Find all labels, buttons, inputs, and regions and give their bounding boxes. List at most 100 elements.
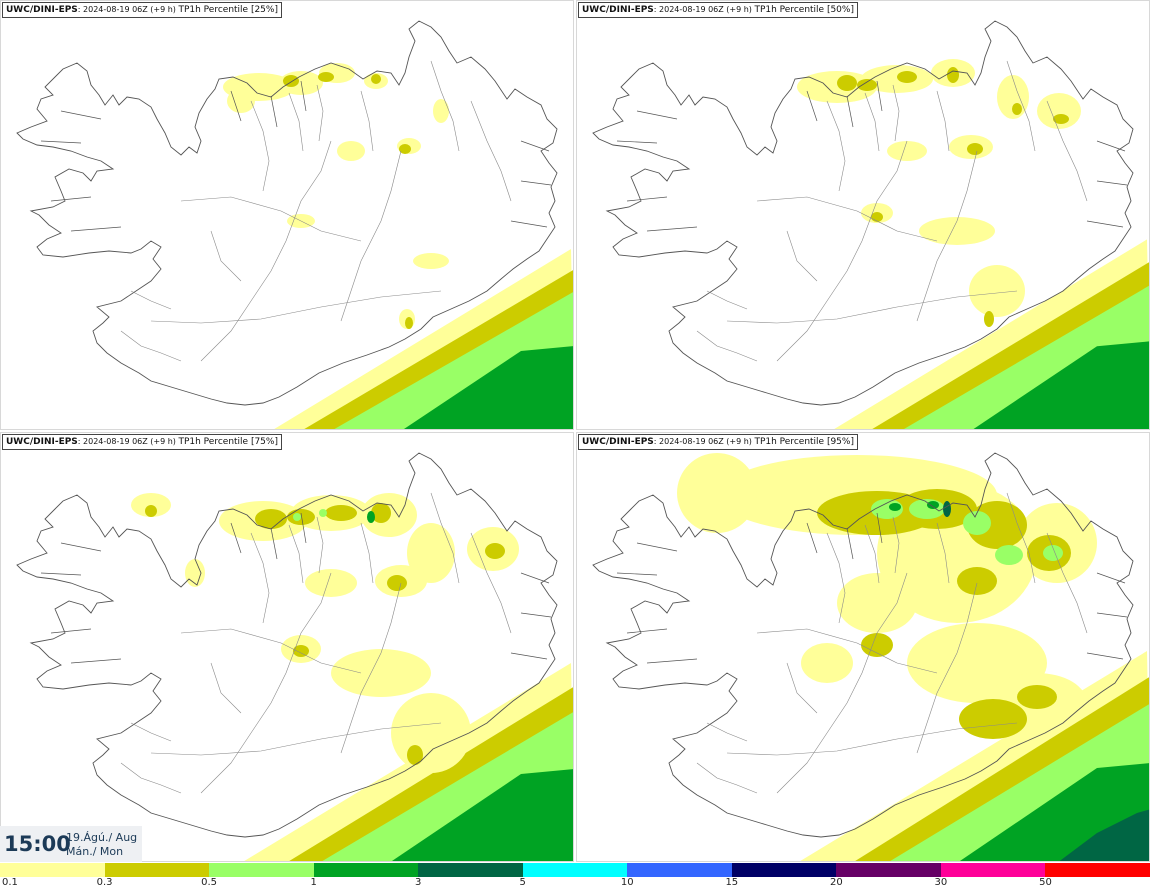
legend-swatch bbox=[836, 863, 942, 877]
legend-tick-label: 0.5 bbox=[201, 877, 218, 888]
precip-blob bbox=[861, 65, 933, 93]
road-line bbox=[470, 100, 512, 202]
map-panel-p50: UWC/DINI-EPS: 2024-08-19 06Z (+9 h) TP1h… bbox=[576, 0, 1150, 430]
legend-tick-label: 20 bbox=[829, 877, 843, 888]
fjord-line bbox=[1096, 612, 1128, 618]
road-line bbox=[360, 90, 374, 152]
road-line bbox=[200, 572, 332, 794]
offshore-precip-band bbox=[391, 769, 573, 861]
fjord-line bbox=[1096, 140, 1126, 152]
fjord-line bbox=[60, 542, 102, 552]
precip-blob bbox=[919, 217, 995, 245]
legend-tick-label: 3 bbox=[414, 877, 422, 888]
precip-map-p25 bbox=[16, 20, 573, 429]
road-line bbox=[316, 84, 324, 142]
precip-blob bbox=[485, 543, 505, 559]
precip-blob bbox=[969, 265, 1025, 317]
road-line bbox=[756, 628, 938, 674]
fjord-line bbox=[510, 652, 548, 660]
road-line bbox=[916, 150, 978, 322]
road-line bbox=[130, 290, 172, 310]
road-line bbox=[786, 230, 818, 282]
road-line bbox=[696, 762, 758, 794]
fjord-line bbox=[520, 572, 550, 584]
iceland-coastline bbox=[16, 20, 558, 406]
precip-blob bbox=[1043, 545, 1063, 561]
legend-swatch bbox=[1045, 863, 1150, 877]
precip-blob bbox=[405, 317, 413, 329]
road-line bbox=[130, 722, 172, 742]
fjord-line bbox=[270, 95, 278, 128]
precip-blob bbox=[857, 79, 877, 91]
color-scale-legend: 0.1 0.3 0.5 1 3 5 10 15 20 30 50 bbox=[0, 862, 1150, 891]
road-line bbox=[316, 516, 324, 574]
legend-swatch bbox=[209, 863, 315, 877]
road-line bbox=[360, 522, 374, 584]
precip-blob bbox=[407, 523, 455, 583]
legend-tick-label: 0.3 bbox=[96, 877, 113, 888]
precip-blob bbox=[227, 89, 255, 113]
run-info: : 2024-08-19 06Z (+9 h) bbox=[77, 5, 176, 14]
precip-blob bbox=[407, 745, 423, 765]
road-line bbox=[726, 722, 1018, 756]
panel-title: UWC/DINI-EPS: 2024-08-19 06Z (+9 h) TP1h… bbox=[2, 2, 282, 18]
fjord-line bbox=[520, 140, 550, 152]
precip-blob bbox=[947, 67, 959, 83]
map-panel-p75: UWC/DINI-EPS: 2024-08-19 06Z (+9 h) TP1h… bbox=[0, 432, 574, 862]
road-line bbox=[250, 100, 270, 192]
fjord-line bbox=[510, 220, 548, 228]
precip-blob bbox=[293, 645, 309, 657]
road-line bbox=[826, 532, 846, 624]
fjord-line bbox=[1096, 180, 1128, 186]
road-line bbox=[1046, 100, 1088, 202]
road-line bbox=[892, 84, 900, 142]
precip-blob bbox=[943, 501, 951, 517]
legend-swatch bbox=[731, 863, 837, 877]
road-line bbox=[430, 60, 460, 152]
precip-blob bbox=[255, 509, 287, 529]
road-line bbox=[210, 230, 242, 282]
road-line bbox=[288, 524, 304, 584]
panel-title: UWC/DINI-EPS: 2024-08-19 06Z (+9 h) TP1h… bbox=[578, 2, 858, 18]
road-line bbox=[726, 290, 1018, 324]
precip-blob bbox=[413, 253, 449, 269]
fjord-line bbox=[60, 110, 102, 120]
panel-title: UWC/DINI-EPS: 2024-08-19 06Z (+9 h) TP1h… bbox=[2, 434, 282, 450]
road-line bbox=[210, 662, 242, 714]
legend-swatch bbox=[313, 863, 419, 877]
run-info: : 2024-08-19 06Z (+9 h) bbox=[77, 437, 176, 446]
road-line bbox=[200, 140, 332, 362]
precip-blob bbox=[318, 72, 334, 82]
road-line bbox=[696, 330, 758, 362]
road-line bbox=[864, 524, 880, 584]
iceland-coastline bbox=[16, 452, 558, 838]
road-line bbox=[288, 92, 304, 152]
legend-tick-label: 0.1 bbox=[2, 877, 18, 888]
legend-tick-label: 1 bbox=[310, 877, 317, 888]
precip-map-p75 bbox=[16, 452, 573, 861]
fjord-line bbox=[50, 196, 92, 202]
legend-swatch bbox=[418, 863, 524, 877]
product-label: TP1h Percentile [50%] bbox=[754, 5, 854, 15]
fjord-line bbox=[616, 140, 658, 144]
legend-swatch bbox=[0, 863, 106, 877]
precip-blob bbox=[331, 649, 431, 697]
precip-blob bbox=[391, 693, 471, 773]
precip-blob bbox=[399, 144, 411, 154]
fjord-line bbox=[806, 522, 818, 554]
road-line bbox=[786, 662, 818, 714]
precip-blob bbox=[305, 569, 357, 597]
precip-layer bbox=[677, 453, 1149, 861]
road-line bbox=[150, 722, 442, 756]
precip-blob bbox=[887, 141, 927, 161]
precip-blob bbox=[1053, 114, 1069, 124]
fjord-line bbox=[230, 90, 242, 122]
road-line bbox=[1006, 492, 1036, 584]
fjord-line bbox=[520, 180, 552, 186]
model-name: UWC/DINI-EPS bbox=[6, 5, 78, 15]
road-line bbox=[1046, 532, 1088, 634]
run-info: : 2024-08-19 06Z (+9 h) bbox=[653, 5, 752, 14]
precip-blob bbox=[995, 545, 1023, 565]
precip-map-p95 bbox=[592, 452, 1149, 861]
fjord-line bbox=[616, 572, 658, 576]
